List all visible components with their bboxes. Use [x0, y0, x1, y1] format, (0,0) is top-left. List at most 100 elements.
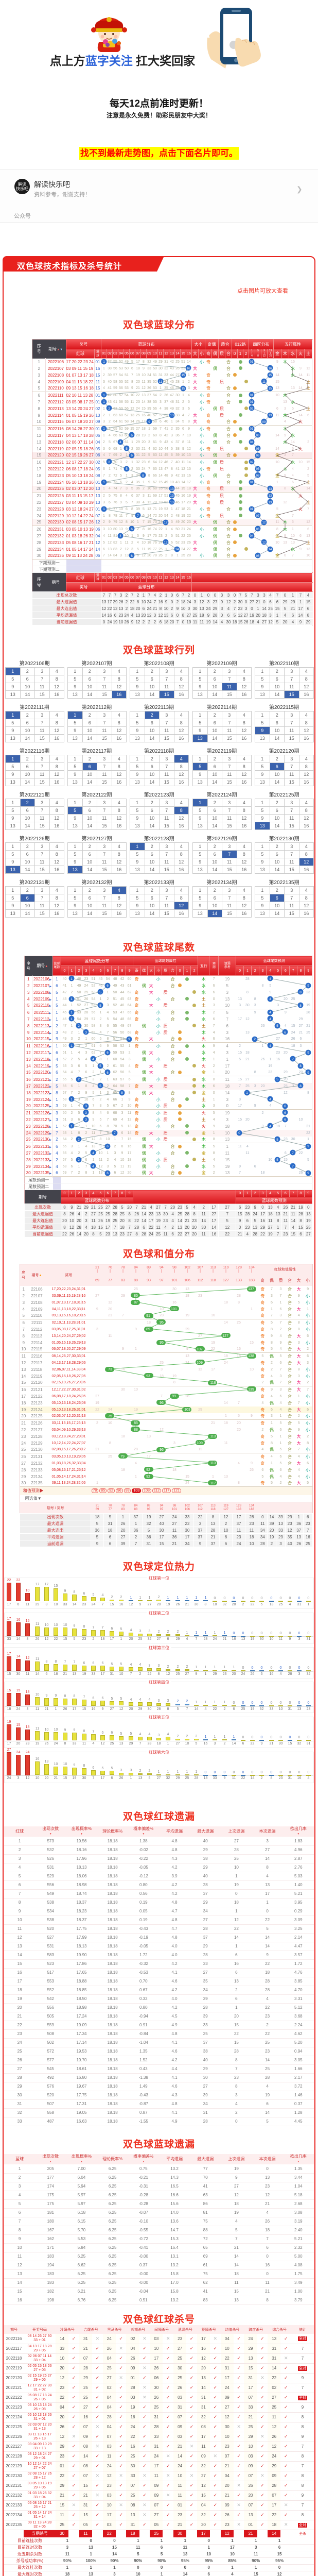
svg-text:6: 6 [131, 434, 133, 437]
svg-text:1: 1 [103, 360, 105, 364]
svg-text:137: 137 [248, 1287, 254, 1291]
svg-text:8: 8 [142, 474, 144, 478]
svg-text:05: 05 [256, 468, 260, 471]
svg-text:2: 2 [254, 1038, 256, 1041]
svg-text:5: 5 [99, 1004, 101, 1008]
svg-text:06: 06 [256, 555, 260, 558]
svg-text:5: 5 [126, 467, 128, 471]
svg-text:96: 96 [160, 1401, 164, 1405]
svg-text:9: 9 [148, 420, 150, 424]
svg-text:1: 1 [103, 400, 105, 404]
svg-text:5: 5 [99, 1084, 101, 1088]
svg-text:16: 16 [269, 367, 272, 370]
svg-text:14: 14 [175, 548, 179, 551]
svg-text:15: 15 [269, 374, 272, 377]
svg-text:5: 5 [276, 1138, 278, 1142]
svg-text:139: 139 [248, 1388, 254, 1392]
svg-text:1: 1 [70, 1011, 73, 1014]
svg-text:4: 4 [119, 534, 121, 538]
svg-text:15: 15 [181, 387, 185, 391]
svg-text:127: 127 [222, 1334, 228, 1338]
svg-text:09: 09 [262, 421, 266, 424]
svg-text:95: 95 [160, 1341, 164, 1345]
svg-text:4: 4 [269, 1011, 271, 1014]
svg-text:15: 15 [269, 387, 272, 391]
svg-text:7: 7 [114, 1131, 116, 1135]
svg-text:8: 8 [299, 1084, 302, 1088]
svg-text:8: 8 [121, 1091, 123, 1095]
svg-text:93: 93 [146, 1375, 150, 1378]
svg-text:01: 01 [250, 394, 254, 397]
svg-text:89: 89 [146, 1328, 150, 1331]
svg-text:4: 4 [92, 1058, 94, 1061]
svg-text:13: 13 [269, 495, 272, 498]
svg-text:6: 6 [107, 1071, 109, 1075]
svg-text:3: 3 [85, 1118, 87, 1122]
svg-text:6: 6 [131, 554, 133, 558]
svg-text:01: 01 [250, 401, 254, 404]
svg-text:2: 2 [108, 461, 110, 464]
svg-text:7: 7 [292, 1058, 294, 1061]
svg-text:3: 3 [85, 1111, 87, 1115]
svg-text:9: 9 [307, 1145, 309, 1148]
svg-text:02: 02 [250, 408, 254, 411]
svg-text:1: 1 [70, 1018, 73, 1021]
svg-text:15: 15 [181, 374, 185, 377]
svg-text:2: 2 [78, 1024, 80, 1028]
svg-text:13: 13 [269, 414, 272, 417]
svg-text:4: 4 [269, 1125, 271, 1128]
svg-text:06: 06 [256, 528, 260, 531]
svg-text:08: 08 [256, 474, 260, 478]
svg-text:96: 96 [160, 1448, 164, 1452]
svg-text:6: 6 [131, 454, 133, 457]
svg-text:4: 4 [269, 1018, 271, 1021]
svg-text:117: 117 [210, 1482, 216, 1485]
svg-text:75: 75 [108, 1415, 112, 1418]
svg-text:5: 5 [276, 1024, 278, 1028]
svg-text:101: 101 [171, 1308, 177, 1311]
svg-text:0: 0 [238, 1131, 240, 1135]
svg-text:13: 13 [170, 487, 174, 491]
svg-text:1: 1 [246, 1091, 248, 1095]
svg-text:107: 107 [197, 1348, 203, 1351]
svg-text:1: 1 [103, 427, 105, 431]
svg-text:4: 4 [269, 977, 271, 981]
svg-text:8: 8 [299, 1064, 302, 1068]
svg-text:2: 2 [78, 1158, 80, 1162]
svg-text:7: 7 [292, 1165, 294, 1168]
svg-text:109: 109 [197, 1361, 203, 1365]
svg-text:13: 13 [170, 494, 174, 498]
svg-text:79: 79 [120, 1455, 125, 1459]
svg-text:4: 4 [92, 1165, 94, 1168]
svg-text:9: 9 [307, 984, 309, 988]
svg-text:73: 73 [108, 1368, 112, 1371]
svg-text:01: 01 [250, 481, 254, 484]
svg-text:1: 1 [70, 1125, 73, 1128]
svg-text:95: 95 [160, 1321, 164, 1325]
svg-text:12: 12 [262, 521, 266, 524]
svg-text:85: 85 [134, 1421, 138, 1425]
svg-text:01: 01 [250, 361, 254, 364]
svg-text:88: 88 [134, 1428, 138, 1432]
svg-text:9: 9 [307, 1071, 309, 1075]
svg-text:2: 2 [108, 407, 110, 411]
svg-text:7: 7 [137, 514, 139, 518]
svg-text:109: 109 [197, 1442, 203, 1445]
svg-text:13: 13 [170, 414, 174, 417]
svg-text:7: 7 [292, 1151, 294, 1155]
svg-text:99: 99 [172, 1395, 176, 1398]
svg-text:6: 6 [107, 1051, 109, 1055]
svg-text:12: 12 [164, 521, 168, 524]
svg-text:12: 12 [262, 541, 266, 545]
svg-text:6: 6 [107, 1172, 109, 1175]
svg-text:3: 3 [85, 1031, 87, 1035]
svg-text:1: 1 [70, 1098, 73, 1101]
svg-text:1: 1 [103, 481, 105, 484]
svg-text:6: 6 [284, 1118, 286, 1122]
svg-text:4: 4 [119, 440, 121, 444]
svg-text:01: 01 [250, 428, 254, 431]
svg-text:6: 6 [284, 1031, 286, 1035]
svg-text:6: 6 [107, 984, 109, 988]
svg-text:04: 04 [250, 535, 254, 538]
svg-text:14: 14 [269, 548, 272, 551]
